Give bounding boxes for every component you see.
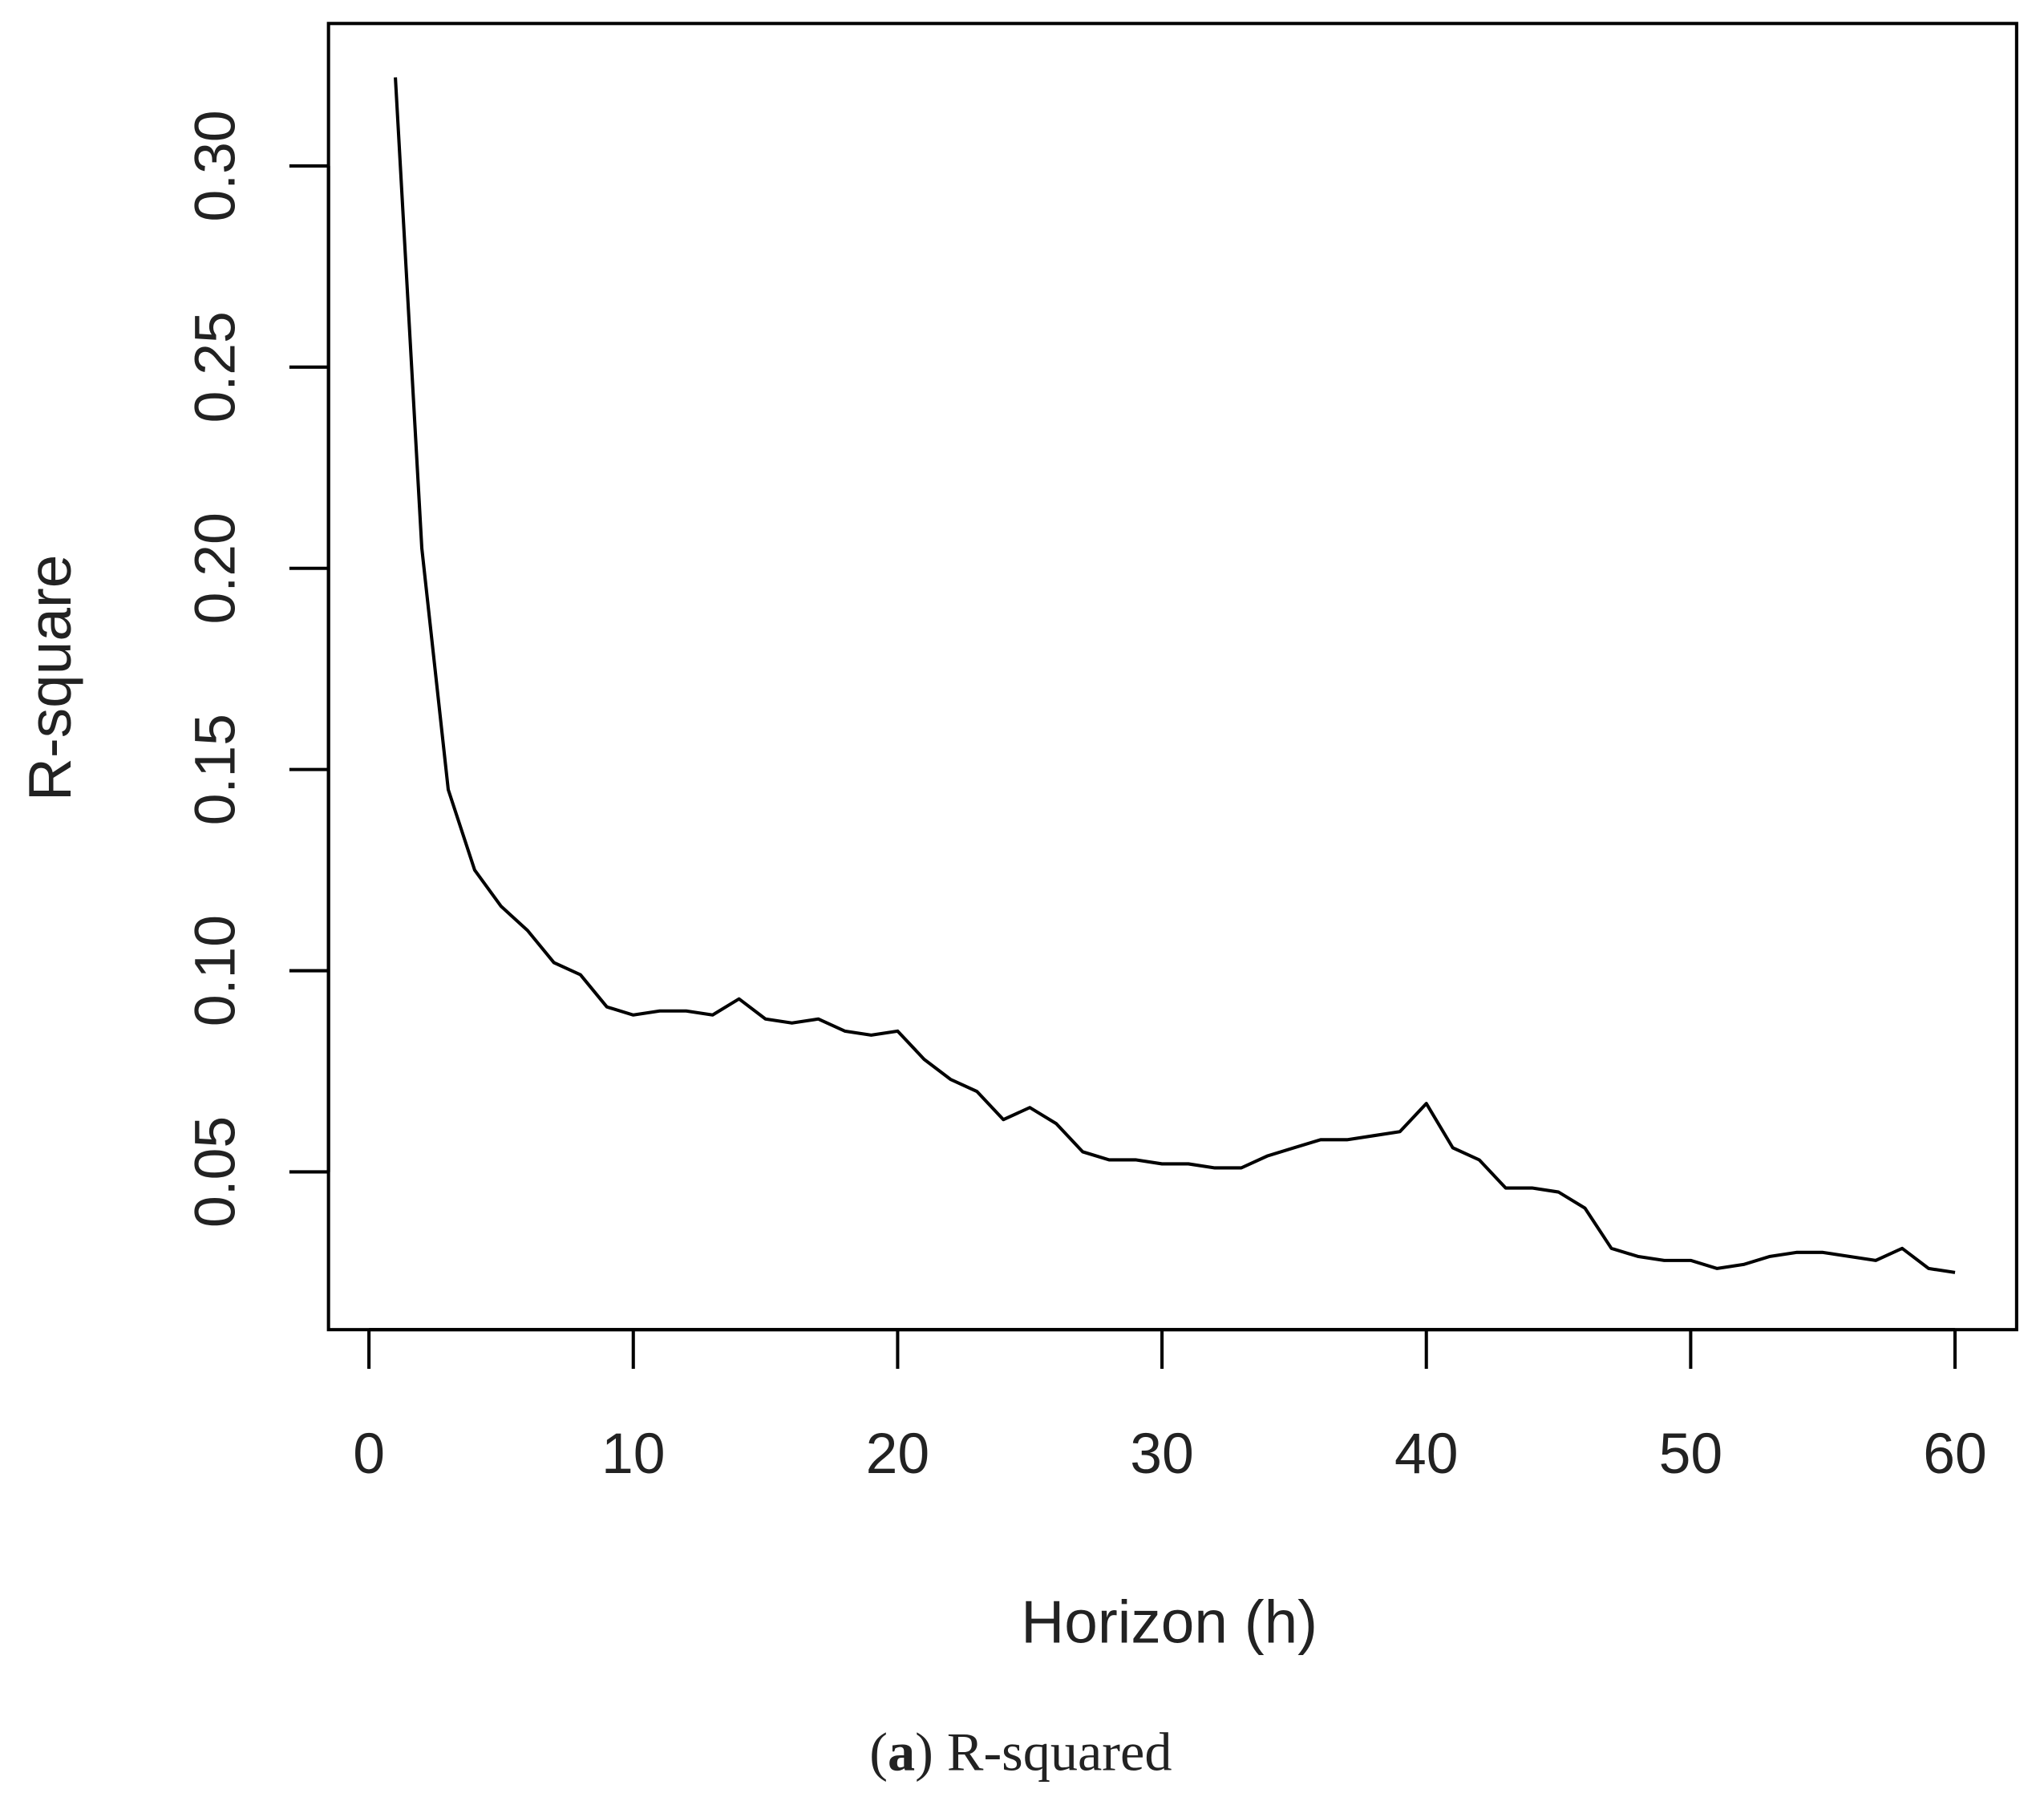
x-tick-label: 50: [1659, 1422, 1723, 1486]
x-tick-label: 0: [353, 1422, 385, 1486]
y-tick-label: 0.20: [184, 512, 248, 624]
y-axis-label: R-square: [16, 555, 83, 801]
y-tick-label: 0.25: [184, 311, 248, 423]
y-tick-label: 0.10: [184, 915, 248, 1026]
x-tick-label: 10: [601, 1422, 666, 1486]
y-tick-label: 0.30: [184, 110, 248, 221]
x-axis-label: Horizon (h): [1021, 1588, 1317, 1655]
caption-text: ) R-squared: [915, 1722, 1172, 1783]
y-tick-label: 0.05: [184, 1116, 248, 1228]
x-tick-label: 40: [1394, 1422, 1459, 1486]
line-series: [394, 77, 1956, 1274]
caption-open: (: [869, 1722, 888, 1783]
plot-frame: [326, 22, 2018, 1332]
caption-label: a: [888, 1722, 915, 1783]
x-tick-label: 60: [1923, 1422, 1987, 1486]
x-tick-label: 30: [1130, 1422, 1194, 1486]
caption: (a) R-squared: [869, 1722, 1172, 1783]
y-tick-label: 0.15: [184, 714, 248, 825]
x-tick-label: 20: [866, 1422, 930, 1486]
